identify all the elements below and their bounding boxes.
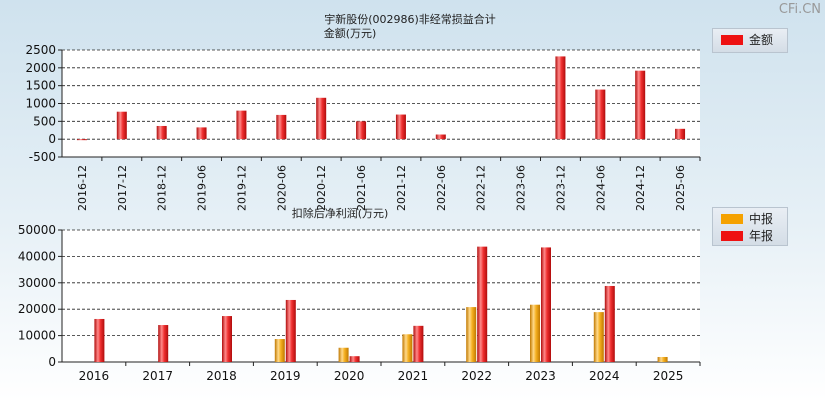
chart2-x-tick-label: 2021 (398, 369, 429, 383)
chart1-y-tick-label: 2500 (25, 43, 56, 57)
chart1-bar-amount (276, 114, 287, 140)
chart2-bar-annual (541, 247, 551, 362)
legend-label-interim: 中报 (749, 212, 774, 226)
chart1-x-tick-label: 2022-12 (475, 165, 488, 211)
chart1-x-tick-label: 2024-06 (594, 165, 607, 211)
chart1-x-tick-label: 2023-12 (554, 165, 567, 211)
chart1-y-tick-label: 500 (33, 114, 56, 128)
legend-swatch-annual (721, 230, 743, 241)
chart1-bar-amount (316, 97, 327, 140)
chart1-x-tick-label: 2018-12 (156, 165, 169, 211)
chart2-bar-interim (657, 356, 668, 362)
chart1-x-tick-label: 2023-06 (515, 165, 528, 211)
chart2-bar-interim (402, 334, 413, 362)
chart1-y-tick-label: 1000 (25, 97, 56, 111)
legend-swatch-interim (721, 213, 743, 224)
chart2-x-tick-label: 2017 (142, 369, 173, 383)
chart1-bar-amount (116, 111, 127, 140)
chart2-y-tick-label: 40000 (18, 249, 56, 263)
chart1-x-tick-label: 2017-12 (116, 165, 129, 211)
legend-label-annual: 年报 (749, 229, 774, 243)
chart2-bar-annual (413, 325, 424, 362)
chart1-title: 宇新股份(002986)非经常损益合计 (324, 13, 496, 26)
chart2-title: 扣除后净利润(万元) (291, 207, 389, 220)
legend-item: 年报 (713, 227, 787, 244)
chart2-x-tick-label: 2025 (653, 369, 684, 383)
chart2-y-tick-label: 50000 (18, 223, 56, 237)
chart2-plot-area (62, 230, 700, 362)
chart2-bar-interim (274, 339, 285, 362)
chart1-bar-amount (395, 114, 406, 140)
chart2-bar-interim (338, 347, 349, 362)
chart2-bar-annual (477, 246, 488, 362)
chart2-bar-annual (158, 325, 169, 362)
chart2-y-tick-label: 10000 (18, 329, 56, 343)
chart2-bar-annual (94, 318, 105, 362)
chart1-y-tick-label: -500 (29, 150, 56, 164)
chart1-y-tick-label: 1500 (25, 79, 56, 93)
chart1-x-tick-label: 2016-12 (76, 165, 89, 211)
chart1-x-tick-label: 2019-06 (196, 165, 209, 211)
watermark: CFi.CN (778, 2, 821, 17)
chart1-bar-amount (356, 121, 367, 140)
chart2-x-tick-label: 2023 (525, 369, 556, 383)
chart2-x-tick-label: 2019 (270, 369, 301, 383)
chart1-y-tick-label: 2000 (25, 61, 56, 75)
chart1-y-tick-label: 0 (48, 132, 56, 146)
chart1-bar-amount (435, 134, 446, 140)
legend-label-amount: 金额 (749, 33, 774, 47)
chart2-bar-interim (530, 304, 540, 362)
legend-swatch-amount (721, 34, 743, 45)
chart2-x-tick-label: 2022 (461, 369, 492, 383)
chart2-legend: 中报 年报 (712, 207, 788, 246)
chart2-y-tick-label: 20000 (18, 302, 56, 316)
chart1-subtitle: 金额(万元) (323, 27, 377, 40)
chart2-bar-annual (222, 316, 232, 362)
chart1-bar-amount (76, 139, 87, 141)
chart2-bar-annual (349, 356, 360, 362)
chart1-x-tick-label: 2024-12 (634, 165, 647, 211)
chart1-bar-amount (635, 70, 646, 140)
chart2-y-tick-label: 0 (48, 355, 56, 369)
chart1-bar-amount (236, 110, 247, 140)
chart2-bar-annual (604, 285, 615, 362)
chart1-bar-amount (196, 127, 207, 140)
chart2-x-tick-label: 2024 (589, 369, 620, 383)
chart1-x-tick-label: 2025-06 (674, 165, 687, 211)
chart2-bar-annual (285, 299, 296, 362)
chart2-x-tick-label: 2018 (206, 369, 237, 383)
legend-item: 金额 (713, 31, 787, 48)
chart1-legend: 金额 (712, 28, 788, 53)
chart1-bar-amount (595, 89, 606, 140)
chart2-bar-interim (593, 312, 604, 362)
chart2-bar-interim (466, 307, 477, 362)
chart1-plot-area (62, 50, 700, 157)
chart1-bar-amount (555, 56, 566, 140)
chart2-x-tick-label: 2020 (334, 369, 365, 383)
chart1-bar-amount (675, 128, 686, 140)
chart2-y-tick-label: 30000 (18, 276, 56, 290)
legend-item: 中报 (713, 210, 787, 227)
chart2-x-tick-label: 2016 (79, 369, 110, 383)
chart1-bar-amount (156, 125, 167, 140)
